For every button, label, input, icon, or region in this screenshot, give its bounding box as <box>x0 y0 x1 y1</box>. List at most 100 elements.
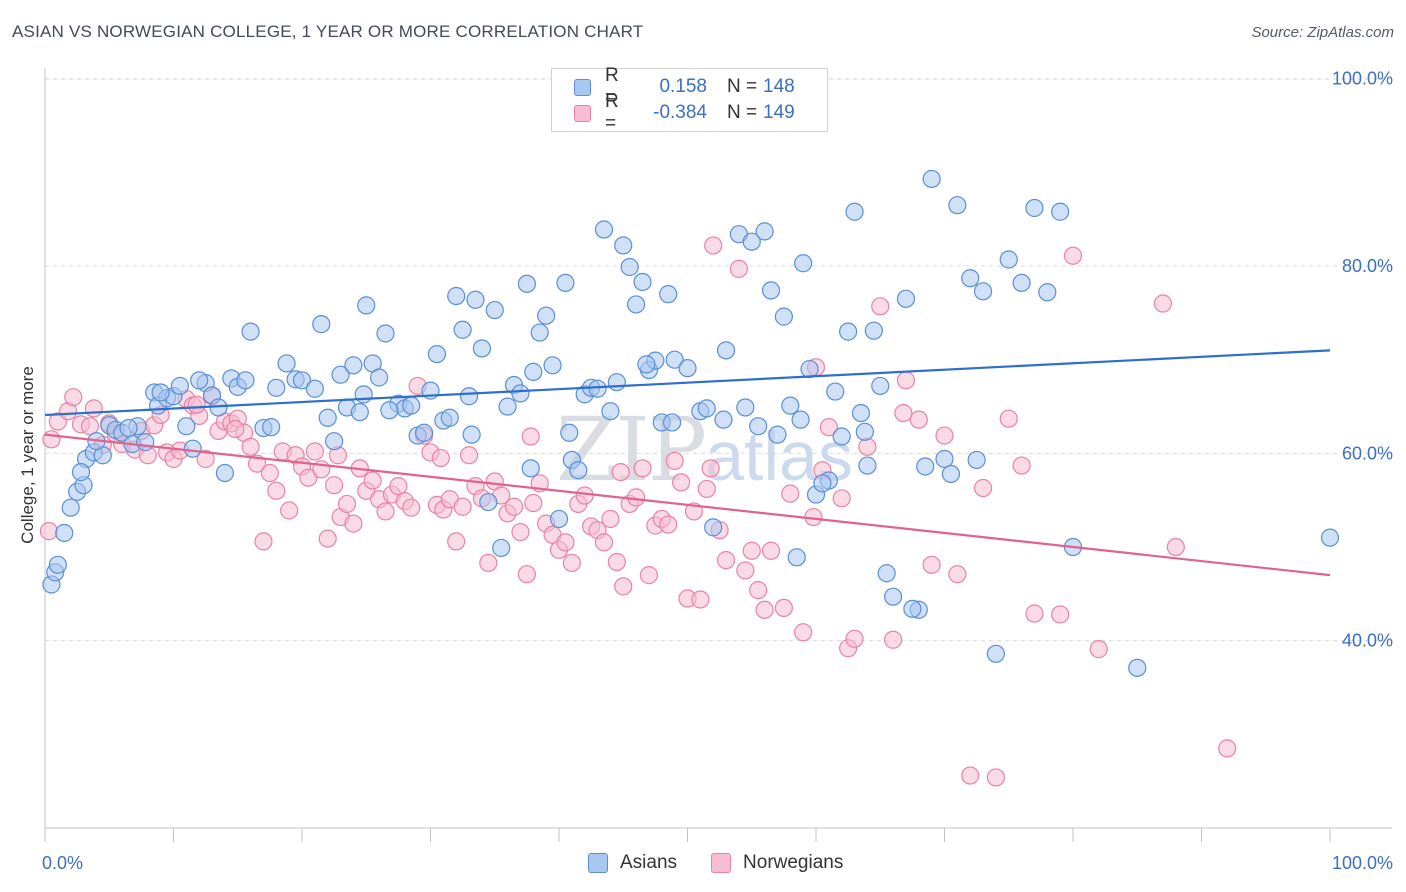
asian-point <box>855 422 874 441</box>
asian-point <box>941 464 961 484</box>
asian-point <box>716 341 736 360</box>
norwegian-point <box>431 448 450 468</box>
legend-label-asians: Asians <box>620 852 678 873</box>
asian-point <box>620 257 639 277</box>
norwegian-point <box>80 417 100 436</box>
asian-point <box>312 315 331 334</box>
norwegian-point <box>344 514 363 533</box>
asian-point <box>832 427 851 446</box>
legend-n-label: N = <box>727 102 758 123</box>
norwegian-point <box>389 477 408 496</box>
asian-point <box>492 538 511 558</box>
norwegian-point <box>64 388 83 407</box>
asian-point <box>749 417 768 436</box>
asian-point <box>537 306 556 325</box>
norwegian-point <box>611 462 630 482</box>
asian-point <box>370 368 389 387</box>
norwegian-point <box>1089 640 1108 659</box>
asian-point <box>521 459 540 478</box>
norwegian-point <box>961 766 980 785</box>
legend-item-norwegians[interactable]: Norwegians <box>711 852 843 874</box>
source-label: Source: ZipAtlas.com <box>1251 24 1394 41</box>
asian-point <box>665 350 684 369</box>
norwegians-trend-line <box>44 433 1331 577</box>
asian-point <box>607 373 626 392</box>
asian-point <box>466 290 485 309</box>
norwegian-point <box>781 484 800 503</box>
asian-point <box>190 371 209 390</box>
norwegians-swatch <box>574 104 591 122</box>
legend-row-asians: R = 0.158 N = 148 <box>574 65 795 108</box>
asian-point <box>845 202 864 221</box>
norwegian-point <box>226 419 245 439</box>
asian-point <box>549 509 569 529</box>
norwegians-points <box>39 236 1237 787</box>
asian-point <box>967 450 986 470</box>
norwegian-point <box>601 509 620 529</box>
asian-point <box>305 379 324 398</box>
asian-point <box>556 273 575 293</box>
norwegian-point <box>948 565 967 584</box>
asian-point <box>380 401 399 420</box>
norwegian-point <box>1218 739 1237 758</box>
asian-point <box>662 413 682 432</box>
asian-point <box>511 384 530 403</box>
asian-point <box>800 359 819 379</box>
asian-point <box>903 599 922 618</box>
norwegian-point <box>39 522 58 541</box>
asian-point <box>787 548 806 567</box>
asian-point <box>922 169 941 189</box>
asian-point <box>262 418 281 437</box>
norwegian-point <box>363 471 382 490</box>
norwegian-point <box>562 553 581 573</box>
norwegian-point <box>761 541 781 560</box>
norwegian-point <box>247 454 267 473</box>
norwegian-point <box>659 515 678 534</box>
norwegian-point <box>453 497 472 516</box>
asian-point <box>517 274 536 293</box>
norwegian-point <box>267 481 286 500</box>
asian-point <box>948 196 967 215</box>
norwegian-point <box>973 478 993 498</box>
asian-point <box>877 564 896 583</box>
norwegian-point <box>1025 604 1044 623</box>
asian-point <box>344 356 363 375</box>
norwegians-legend-swatch <box>711 853 732 873</box>
asian-point <box>447 286 466 306</box>
legend-item-asians[interactable]: Asians <box>588 852 677 874</box>
norwegian-point <box>305 442 324 461</box>
asian-point <box>61 498 80 517</box>
trend-lines <box>44 349 1331 577</box>
norwegian-point <box>742 541 761 560</box>
norwegian-point <box>935 426 954 445</box>
asian-point <box>462 425 481 444</box>
norwegian-point <box>922 555 941 574</box>
norwegian-point <box>871 297 890 316</box>
norwegian-point <box>691 590 710 609</box>
asian-point <box>883 587 903 606</box>
asian-point <box>1012 273 1031 293</box>
norwegian-point <box>894 403 913 423</box>
norwegian-point <box>511 522 530 542</box>
asian-point <box>414 423 434 442</box>
asian-point <box>973 282 993 301</box>
asian-point <box>453 320 472 339</box>
norwegian-point <box>639 566 659 585</box>
asian-point <box>440 408 459 427</box>
asian-point <box>350 403 369 422</box>
norwegian-point <box>896 371 916 390</box>
norwegian-point <box>337 494 357 514</box>
asian-point <box>794 254 813 273</box>
norwegian-point <box>858 437 877 456</box>
asian-point <box>588 379 607 398</box>
asian-point <box>999 250 1018 269</box>
norwegian-point <box>845 629 864 648</box>
asian-point <box>236 371 255 390</box>
asian-point <box>864 321 883 340</box>
asian-point <box>277 354 296 373</box>
stats-legend: R = 0.158 N = 148 R = -0.384 N = 149 <box>551 65 828 134</box>
asian-point <box>357 296 376 315</box>
asian-point <box>935 449 954 469</box>
asian-point <box>614 236 633 255</box>
